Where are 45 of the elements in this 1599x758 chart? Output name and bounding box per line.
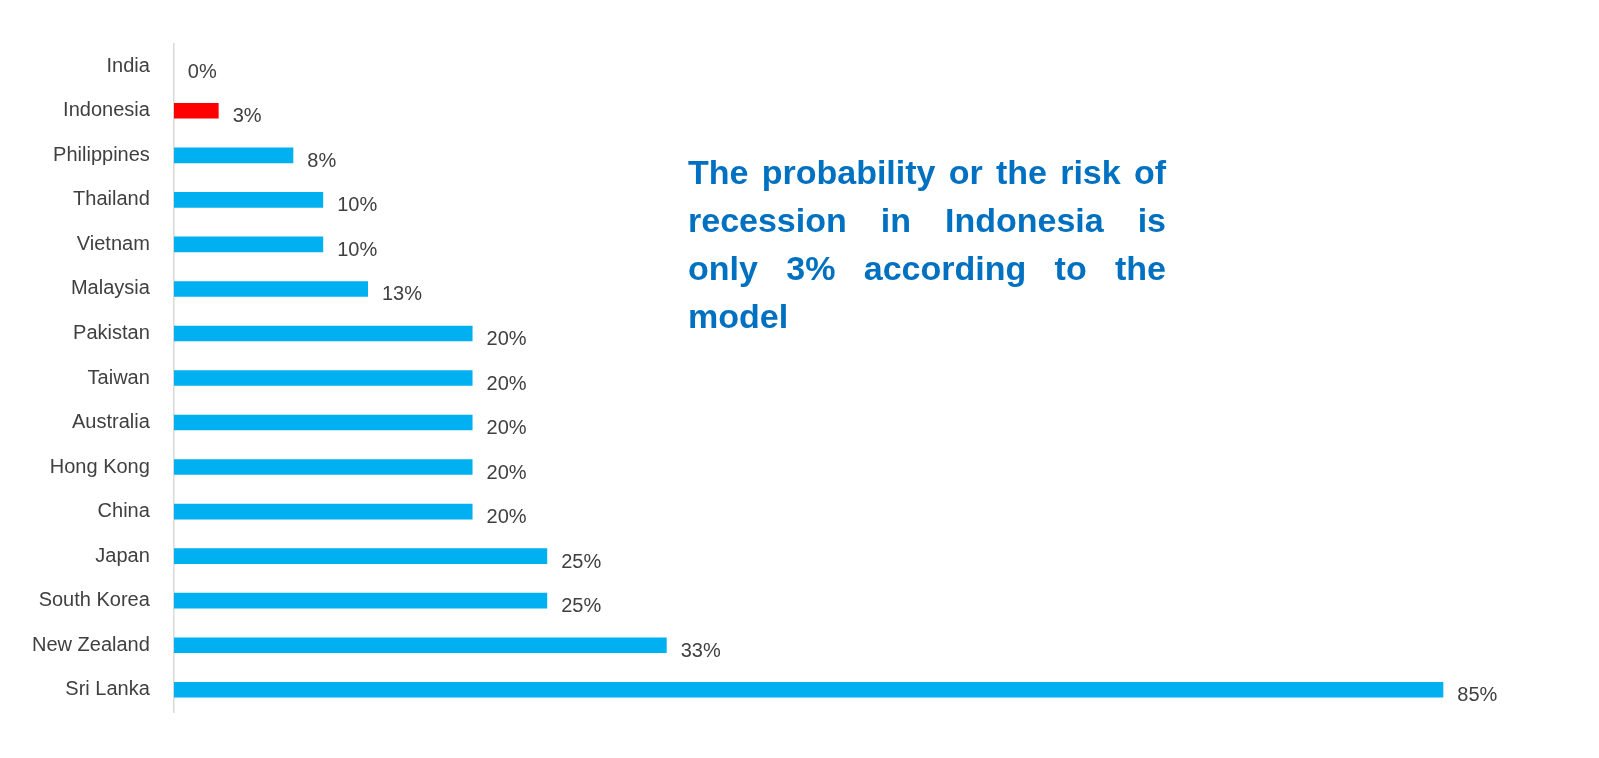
y-tick-label: Hong Kong <box>49 454 150 477</box>
y-tick-label: South Korea <box>38 588 151 611</box>
y-tick-label: Sri Lanka <box>65 677 151 700</box>
y-tick-label: Vietnam <box>76 231 150 254</box>
data-label: 25% <box>561 549 602 572</box>
bar <box>173 459 473 475</box>
y-tick-label: Taiwan <box>87 365 150 388</box>
bar <box>173 103 219 119</box>
bar <box>173 637 667 653</box>
y-tick-label: India <box>106 53 151 76</box>
y-tick-label: China <box>97 499 151 522</box>
data-label: 8% <box>307 148 337 171</box>
y-tick-label: Australia <box>72 410 151 433</box>
y-tick-label: Thailand <box>73 187 150 210</box>
bar <box>173 548 548 564</box>
y-tick-label: Indonesia <box>63 98 151 121</box>
bar <box>173 325 473 342</box>
bar <box>173 681 1444 698</box>
bar <box>173 281 368 297</box>
data-label: 33% <box>680 638 721 661</box>
data-label: 20% <box>486 460 527 483</box>
data-label: 3% <box>232 104 262 127</box>
data-label: 85% <box>1457 683 1498 706</box>
y-tick-label: Malaysia <box>70 276 151 299</box>
bar <box>173 236 324 253</box>
bar <box>173 592 548 609</box>
data-label: 13% <box>382 282 423 305</box>
y-tick-label: Pakistan <box>73 320 150 343</box>
bar <box>173 370 473 386</box>
data-label: 10% <box>337 193 378 216</box>
bar <box>173 192 324 208</box>
y-tick-label: Japan <box>95 543 150 566</box>
bar <box>173 414 473 431</box>
y-tick-label: Philippines <box>53 142 150 165</box>
data-label: 20% <box>486 416 527 439</box>
data-label: 20% <box>486 371 527 394</box>
data-label: 10% <box>337 237 378 260</box>
bar <box>173 147 294 164</box>
bar <box>173 503 473 520</box>
data-label: 20% <box>486 326 527 349</box>
annotation: The probability or the risk of recession in Indonesia is only 3% according to the model <box>688 152 1166 337</box>
y-tick-label: New Zealand <box>32 632 150 655</box>
data-label: 20% <box>486 505 527 528</box>
data-label: 25% <box>561 594 602 617</box>
data-label: 0% <box>187 59 217 82</box>
